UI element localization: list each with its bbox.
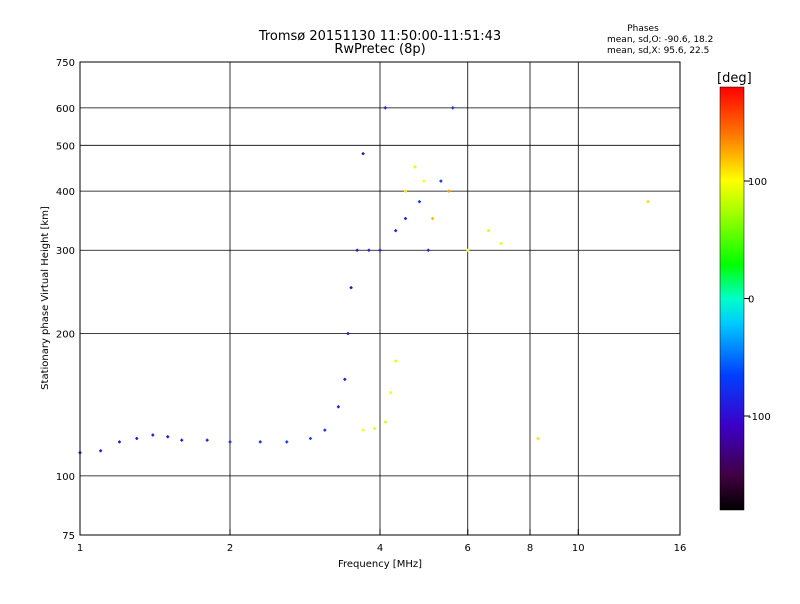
data-point-x bbox=[373, 426, 377, 430]
data-point-x bbox=[413, 165, 417, 169]
data-point-o bbox=[135, 436, 139, 440]
chart-subtitle: RwPretec (8p) bbox=[334, 42, 425, 57]
data-point-o bbox=[361, 152, 365, 156]
y-tick-label: 400 bbox=[56, 187, 75, 198]
data-point-o bbox=[151, 433, 155, 437]
data-point-x bbox=[646, 200, 650, 204]
phases-x-stats: mean, sd,X: 95.6, 22.5 bbox=[607, 46, 709, 56]
colorbar-tick-label: -100 bbox=[748, 412, 771, 423]
data-point-o bbox=[166, 435, 170, 439]
data-point-o bbox=[336, 405, 340, 409]
data-point-o bbox=[367, 248, 371, 252]
data-point-o bbox=[343, 377, 347, 381]
data-point-o bbox=[403, 217, 407, 221]
data-point-o bbox=[417, 200, 421, 204]
data-point-x bbox=[431, 217, 435, 221]
data-point-x bbox=[499, 241, 503, 245]
chart-title: Tromsø 20151130 11:50:00-11:51:43 bbox=[258, 29, 501, 44]
data-point-x bbox=[447, 189, 451, 193]
y-tick-label: 750 bbox=[56, 58, 75, 69]
data-points bbox=[78, 106, 650, 455]
data-point-o bbox=[180, 438, 184, 442]
data-point-o bbox=[451, 106, 455, 110]
x-axis-label: Frequency [MHz] bbox=[338, 559, 422, 570]
data-point-o bbox=[308, 436, 312, 440]
phases-title: Phases bbox=[627, 24, 659, 34]
data-point-o bbox=[349, 286, 353, 290]
data-point-x bbox=[466, 248, 470, 252]
x-tick-label: 8 bbox=[527, 543, 533, 554]
data-point-x bbox=[394, 359, 398, 363]
x-tick-label: 6 bbox=[465, 543, 471, 554]
colorbar-tick-label: 0 bbox=[748, 295, 754, 306]
data-point-o bbox=[383, 106, 387, 110]
x-tick-label: 16 bbox=[674, 543, 687, 554]
x-tick-labels: 1 2 4 6 8 10 16 bbox=[77, 529, 687, 554]
y-tick-labels: 75 100 200 300 400 500 600 750 bbox=[56, 58, 75, 542]
x-tick-label: 2 bbox=[227, 543, 233, 554]
colorbar bbox=[719, 86, 745, 511]
data-point-o bbox=[99, 449, 103, 453]
data-point-x bbox=[486, 229, 490, 233]
data-point-o bbox=[394, 229, 398, 233]
data-point-o bbox=[228, 440, 232, 444]
data-point-x bbox=[389, 391, 393, 395]
data-point-x bbox=[403, 189, 407, 193]
phases-o-stats: mean, sd,O: -90.6, 18.2 bbox=[607, 35, 713, 45]
y-tick-label: 75 bbox=[62, 531, 75, 542]
y-tick-label: 300 bbox=[56, 246, 75, 257]
data-point-o bbox=[205, 438, 209, 442]
data-point-o bbox=[378, 248, 382, 252]
data-point-o bbox=[355, 248, 359, 252]
data-point-o bbox=[439, 179, 443, 183]
x-tick-label: 4 bbox=[377, 543, 383, 554]
data-point-x bbox=[383, 420, 387, 424]
colorbar-label: [deg] bbox=[717, 71, 752, 86]
data-point-o bbox=[426, 248, 430, 252]
data-point-x bbox=[536, 436, 540, 440]
data-point-x bbox=[361, 428, 365, 432]
data-point-o bbox=[323, 428, 327, 432]
data-point-x bbox=[422, 179, 426, 183]
data-point-o bbox=[285, 440, 289, 444]
x-tick-label: 10 bbox=[572, 543, 585, 554]
data-point-o bbox=[117, 440, 121, 444]
colorbar-tick-label: 100 bbox=[748, 177, 767, 188]
grid-lines bbox=[80, 62, 680, 535]
y-tick-label: 200 bbox=[56, 330, 75, 341]
data-point-o bbox=[346, 332, 350, 336]
y-tick-label: 600 bbox=[56, 104, 75, 115]
y-tick-label: 100 bbox=[56, 472, 75, 483]
data-point-o bbox=[258, 440, 262, 444]
y-axis-label: Stationary phase Virtual Height [km] bbox=[40, 206, 51, 390]
colorbar-ticks: 100 0 -100 bbox=[744, 177, 771, 423]
x-tick-label: 1 bbox=[77, 543, 83, 554]
y-tick-label: 500 bbox=[56, 141, 75, 152]
